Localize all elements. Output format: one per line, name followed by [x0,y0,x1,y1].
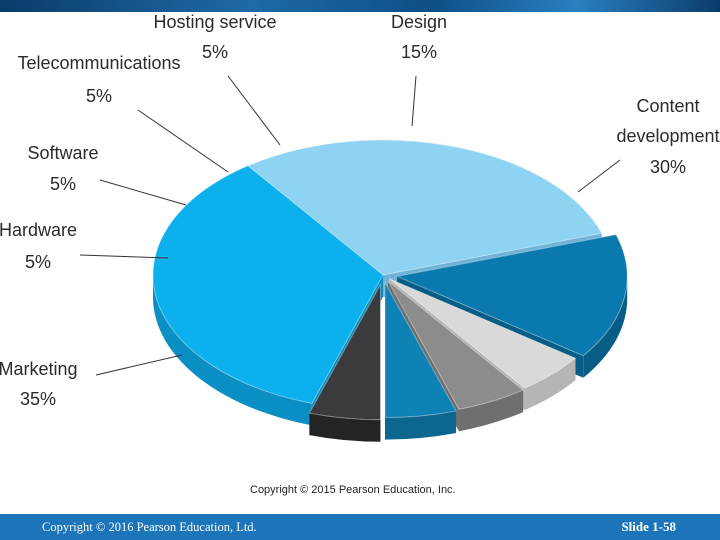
pie-slice-top [395,234,628,357]
slice-percent: 15% [401,42,437,62]
slice-label: Software [27,143,98,163]
slice-percent: 5% [25,252,51,272]
pie-slice-side [458,390,524,432]
pie-slice-hardware [308,282,381,442]
leader-line [95,354,183,376]
slice-percent: 5% [202,42,228,62]
slice-label: Content development [616,96,719,146]
pie-slice-side [384,410,457,440]
slice-percent: 35% [20,389,56,409]
pie-slice-top [387,280,525,410]
leader-line [137,109,229,173]
leader-line [411,75,417,127]
top-banner [0,0,720,12]
footer-copyright: Copyright © 2016 Pearson Education, Ltd. [42,520,257,534]
pie-slice-top [384,280,457,419]
pie-slice-top [152,165,384,404]
slice-label: Marketing [0,359,78,379]
leader-line [79,254,169,259]
slice-percent: 5% [50,174,76,194]
pie-slice-software [384,280,457,440]
slide-number: Slide 1-58 [621,519,676,534]
pie-slice-top [308,282,381,421]
pie-slice-top [246,139,603,276]
leader-line [227,75,281,146]
slice-label: Hosting service [153,12,276,32]
pie-slice-side [309,413,381,442]
pie-slice-side [153,275,312,426]
pie-chart: Content development 30% Marketing 35% Hardwar… [0,12,720,496]
pie-slice-side [583,276,628,378]
footer-bar: Copyright © 2016 Pearson Education, Ltd.… [0,514,720,540]
slice-percent: 5% [86,86,112,106]
slice-percent: 30% [650,157,686,177]
slice-label: Design [391,12,447,32]
slice-label: Telecommunications [17,53,180,73]
slice-label: Hardware [0,220,77,240]
pie-slice-top [389,278,577,389]
chart-credit: Copyright © 2015 Pearson Education, Inc. [250,484,456,496]
leader-line [99,179,187,206]
leader-line [577,159,621,193]
